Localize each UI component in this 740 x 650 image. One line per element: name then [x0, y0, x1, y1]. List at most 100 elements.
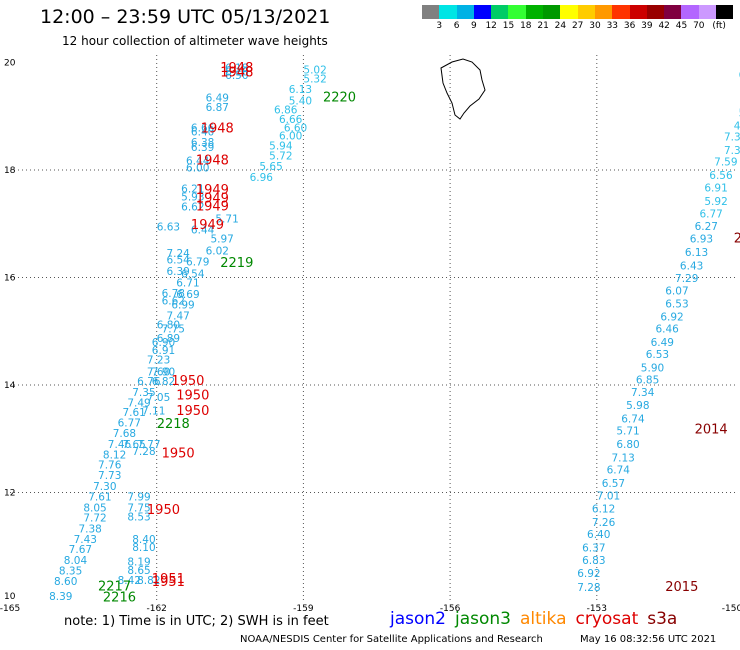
color-scale-cell — [508, 5, 526, 19]
wave-height-label: 7.68 — [113, 428, 136, 440]
pass-time-label: 2 — [734, 232, 740, 247]
wave-height-label: 6.91 — [152, 345, 175, 357]
wave-height-label: 5.65 — [259, 161, 282, 173]
wave-height-label: 6.87 — [206, 102, 229, 114]
wave-height-label: 6.07 — [665, 286, 688, 298]
color-scale-cell — [681, 5, 699, 19]
wave-height-label: 6.83 — [582, 555, 605, 567]
wave-height-label: 7.61 — [122, 407, 145, 419]
wave-height-label: 6.21 — [181, 184, 204, 196]
wave-height-label: 7.28 — [577, 582, 600, 594]
wave-height-label: 7.29 — [675, 273, 698, 285]
wave-height-label: 6.12 — [592, 503, 615, 515]
pass-time-label: 2220 — [323, 91, 356, 106]
wave-height-label: 8.42 — [118, 575, 141, 587]
wave-height-label: 4.8 — [734, 121, 740, 133]
wave-height-label: 5.93 — [181, 192, 204, 204]
legend-entry-jason3: jason3 — [455, 609, 511, 629]
wave-height-label: 6.49 — [206, 93, 229, 105]
color-scale-cell — [612, 5, 630, 19]
color-scale-cell — [491, 5, 509, 19]
pass-time-label: 1948 — [220, 65, 253, 80]
wave-height-label: 6.53 — [665, 299, 688, 311]
wave-height-label: 7.30 — [93, 481, 116, 493]
wave-height-label: 6.02 — [206, 245, 229, 257]
axis-tick-labels: -165 -162 -159 -156 -153 -150 20 18 16 14 12 10 — [0, 59, 740, 615]
wave-height-label: 6.37 — [582, 543, 605, 555]
wave-height-label: 6.27 — [695, 221, 718, 233]
wave-height-label: 5.71 — [616, 425, 639, 437]
wave-height-label: 6.00 — [279, 130, 302, 142]
wave-height-label: 6.62 — [162, 295, 185, 307]
wave-height-label: 6.16 — [225, 66, 249, 78]
color-scale-cell — [543, 5, 561, 19]
wave-height-label: 7.47 — [166, 310, 189, 322]
wave-height-label: 6.43 — [680, 260, 703, 272]
wave-height-label: 7.72 — [83, 513, 106, 525]
wave-height-label: 7.73 — [98, 470, 121, 482]
pass-time-label: 2014 — [695, 422, 728, 437]
wave-height-label: 6.92 — [660, 312, 683, 324]
wave-height-label: 7.75 — [162, 323, 185, 335]
legend-entry-altika: altika — [520, 609, 567, 629]
wave-height-label: 8.60 — [54, 576, 77, 588]
wave-height-label: 7.35 — [132, 387, 155, 399]
wave-height-label: 6.39 — [166, 266, 189, 278]
wave-height-label: 7.28 — [132, 446, 155, 458]
color-scale-label: 42 — [658, 21, 670, 31]
wave-height-label: 6.44 — [191, 224, 215, 236]
color-scale-cell — [646, 5, 665, 19]
pass-time-label: 2219 — [220, 256, 253, 271]
wave-height-label: 7.24 — [166, 248, 190, 260]
wave-height-label: 6.18 — [225, 63, 248, 75]
color-scale-cell — [422, 5, 440, 19]
wave-height-label: 5.92 — [704, 196, 727, 208]
pass-time-labels: 1948194822201948194819491949194919492219… — [98, 61, 740, 605]
wave-height-label: 6.54 — [166, 255, 190, 267]
pass-time-label: 2216 — [103, 591, 136, 606]
color-scale-cell — [525, 5, 544, 19]
color-scale-label: 9 — [471, 21, 477, 31]
wave-height-label: 6.5 — [739, 70, 740, 82]
wave-height-label: 5.98 — [626, 400, 649, 412]
wave-height-label: 6.60 — [284, 122, 307, 134]
wave-height-label: 6.91 — [704, 183, 727, 195]
wave-height-label: 7.77 — [137, 439, 160, 451]
color-scale-label: 33 — [606, 21, 619, 31]
wave-height-label: 7.67 — [69, 544, 92, 556]
pass-time-label: 2218 — [157, 417, 190, 432]
wave-height-label: 5.71 — [215, 214, 238, 226]
color-scale-label: 15 — [502, 21, 515, 31]
wave-height-label: 6.57 — [602, 478, 625, 490]
pass-time-label: 1950 — [162, 447, 195, 462]
wave-height-label: 6.13 — [289, 84, 312, 96]
color-scale-label: 30 — [589, 21, 601, 31]
pass-time-label: 1949 — [191, 218, 224, 233]
wave-height-label: 8.40 — [132, 534, 155, 546]
island-coastline — [440, 58, 486, 120]
wave-height-label: 7.75 — [127, 502, 150, 514]
color-scale-cell — [664, 5, 682, 19]
wave-height-label: 8.05 — [83, 502, 106, 514]
wave-height-label: 7.49 — [127, 398, 150, 410]
latitude-tick-label: 16 — [4, 274, 16, 284]
wave-height-label: 7.90 — [152, 366, 175, 378]
color-scale-cell — [456, 5, 474, 19]
color-scale-label: 12 — [485, 21, 497, 31]
wave-height-label: 7.34 — [631, 387, 655, 399]
pass-time-label: 1949 — [196, 199, 229, 214]
longitude-tick-label: -165 — [0, 604, 20, 614]
wave-height-label: 6.77 — [118, 417, 141, 429]
legend-entry-s3a: s3a — [647, 609, 678, 629]
satellite-legend: jason2 jason3 altika cryosat s3a — [390, 609, 686, 629]
pass-time-label: 1951 — [152, 572, 185, 587]
pass-time-label: 2015 — [665, 580, 698, 595]
pass-time-label: 1949 — [196, 183, 229, 198]
wave-height-label: 5.90 — [641, 363, 664, 375]
longitude-tick-label: -162 — [146, 604, 166, 614]
wave-height-label: 6.80 — [157, 320, 180, 332]
wave-height-label: 8.82 — [137, 575, 160, 587]
credit-line: NOAA/NESDIS Center for Satellite Applica… — [240, 634, 543, 645]
wave-height-label: 6.82 — [152, 376, 175, 388]
